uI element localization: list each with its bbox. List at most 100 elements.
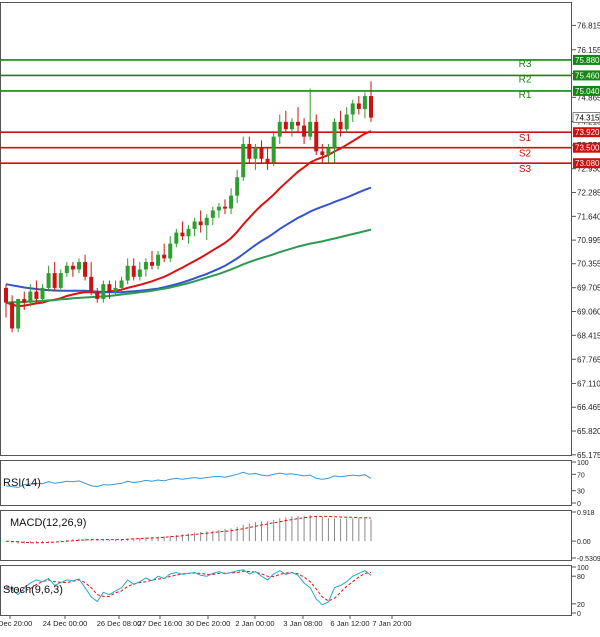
y-tick-label: 69.705 bbox=[577, 284, 600, 293]
macd-label: MACD(12,26,9) bbox=[10, 517, 86, 529]
y-tick-label: 68.415 bbox=[577, 331, 600, 340]
candle-body bbox=[52, 273, 57, 288]
osc-tick-label: 0.918 bbox=[577, 510, 595, 517]
candle-body bbox=[223, 206, 227, 209]
candle-body bbox=[271, 136, 276, 163]
candle-body bbox=[186, 228, 191, 237]
candle-body bbox=[70, 265, 75, 270]
level-price-box bbox=[573, 142, 600, 153]
candle-body bbox=[253, 147, 258, 159]
candle-body bbox=[150, 262, 154, 266]
candle-body bbox=[64, 265, 69, 274]
main-frame bbox=[0, 2, 572, 456]
x-tick-label: 27 Dec 16:00 bbox=[138, 619, 183, 628]
candle-body bbox=[143, 262, 148, 270]
candle-body bbox=[314, 121, 319, 152]
macd-panel: 0.918 0.00 -0.5309 MACD(12,26,9) bbox=[5, 510, 600, 563]
y-tick-label: 65.820 bbox=[577, 427, 600, 436]
osc-tick-label: 80 bbox=[577, 574, 585, 581]
candle-body bbox=[320, 151, 325, 156]
candle-body bbox=[46, 273, 51, 288]
candle-body bbox=[204, 217, 209, 226]
y-tick-label: 72.930 bbox=[577, 165, 600, 174]
x-tick-label: 24 Dec 00:00 bbox=[43, 619, 88, 628]
candle-body bbox=[113, 287, 118, 292]
candle-body bbox=[174, 232, 179, 244]
osc-tick-label: -0.5309 bbox=[577, 556, 600, 563]
candle-body bbox=[137, 269, 142, 277]
candle-body bbox=[356, 103, 361, 109]
candle-body bbox=[302, 125, 307, 137]
osc-tick-label: 20 bbox=[577, 602, 585, 609]
candle-body bbox=[259, 147, 264, 159]
level-price-box bbox=[573, 158, 600, 169]
candle-body bbox=[229, 195, 234, 209]
osc-tick-label: 100 bbox=[577, 460, 589, 467]
y-tick-label: 65.175 bbox=[577, 451, 600, 460]
level-price-box bbox=[573, 70, 600, 81]
x-tick-label: 2 Jan 00:00 bbox=[235, 619, 274, 628]
candle-body bbox=[168, 243, 173, 259]
level-price-box bbox=[573, 85, 600, 96]
osc-tick-label: 0.00 bbox=[577, 539, 591, 546]
candle-body bbox=[101, 284, 106, 299]
candle-body bbox=[77, 262, 81, 270]
candle-body bbox=[216, 206, 221, 211]
candle-body bbox=[40, 287, 45, 299]
y-tick-label: 70.995 bbox=[577, 236, 600, 245]
x-tick-label: 3 Jan 08:00 bbox=[283, 619, 322, 628]
level-price-s2: 73.500 bbox=[575, 144, 600, 153]
x-tick-label: 26 Dec 08:00 bbox=[97, 619, 142, 628]
osc-tick-label: 0 bbox=[577, 501, 581, 508]
stoch-panel: 100 80 20 0 Stoch(9,6,3) bbox=[3, 565, 589, 618]
candle-body bbox=[296, 121, 300, 126]
candle-body bbox=[180, 232, 185, 237]
current-price-label: 74.315 bbox=[575, 114, 600, 123]
x-tick-label: 30 Dec 20:00 bbox=[186, 619, 231, 628]
candle-body bbox=[332, 121, 337, 148]
candle-body bbox=[277, 121, 282, 137]
main-price-panel: 76.81576.15575.51074.86574.21573.57072.9… bbox=[0, 21, 600, 460]
stoch-label: Stoch(9,6,3) bbox=[3, 584, 63, 596]
candle-body bbox=[308, 121, 313, 137]
level-name-r1: R1 bbox=[519, 90, 532, 101]
level-name-s3: S3 bbox=[519, 164, 532, 175]
candle-body bbox=[369, 96, 373, 118]
candle-body bbox=[28, 291, 33, 303]
y-tick-label: 76.815 bbox=[577, 21, 600, 30]
candle-body bbox=[4, 287, 8, 303]
candle-body bbox=[125, 265, 130, 281]
osc-tick-label: 70 bbox=[577, 472, 585, 479]
y-tick-label: 74.865 bbox=[577, 93, 600, 102]
candle-body bbox=[344, 114, 349, 130]
y-tick-label: 72.285 bbox=[577, 189, 600, 198]
candle-body bbox=[16, 298, 21, 329]
candle-body bbox=[326, 147, 331, 156]
level-name-s2: S2 bbox=[519, 149, 532, 160]
candle-body bbox=[198, 221, 203, 226]
macd-signal-line bbox=[5, 515, 372, 544]
y-tick-label: 76.155 bbox=[577, 46, 600, 55]
osc-tick-label: 0 bbox=[577, 611, 581, 618]
candle-body bbox=[247, 144, 252, 159]
osc-tick-label: 30 bbox=[577, 489, 585, 496]
candle-body bbox=[362, 96, 367, 109]
moving-average-line-3 bbox=[5, 228, 372, 304]
x-tick-label: 7 Jan 20:00 bbox=[372, 619, 411, 628]
candle-body bbox=[10, 302, 15, 329]
candle-body bbox=[283, 121, 288, 130]
y-tick-label: 67.110 bbox=[577, 379, 600, 388]
rsi-panel: 100 70 30 0 RSI(14) bbox=[3, 460, 589, 508]
rsi-line bbox=[5, 471, 372, 488]
candle-body bbox=[265, 158, 270, 163]
candle-body bbox=[107, 284, 112, 292]
candle-body bbox=[192, 221, 197, 229]
rsi-frame bbox=[0, 460, 572, 506]
osc-tick-label: 100 bbox=[577, 565, 589, 572]
candle-body bbox=[131, 265, 136, 277]
current-price-box bbox=[572, 112, 600, 123]
level-name-r3: R3 bbox=[519, 59, 532, 70]
level-price-box bbox=[573, 127, 600, 138]
